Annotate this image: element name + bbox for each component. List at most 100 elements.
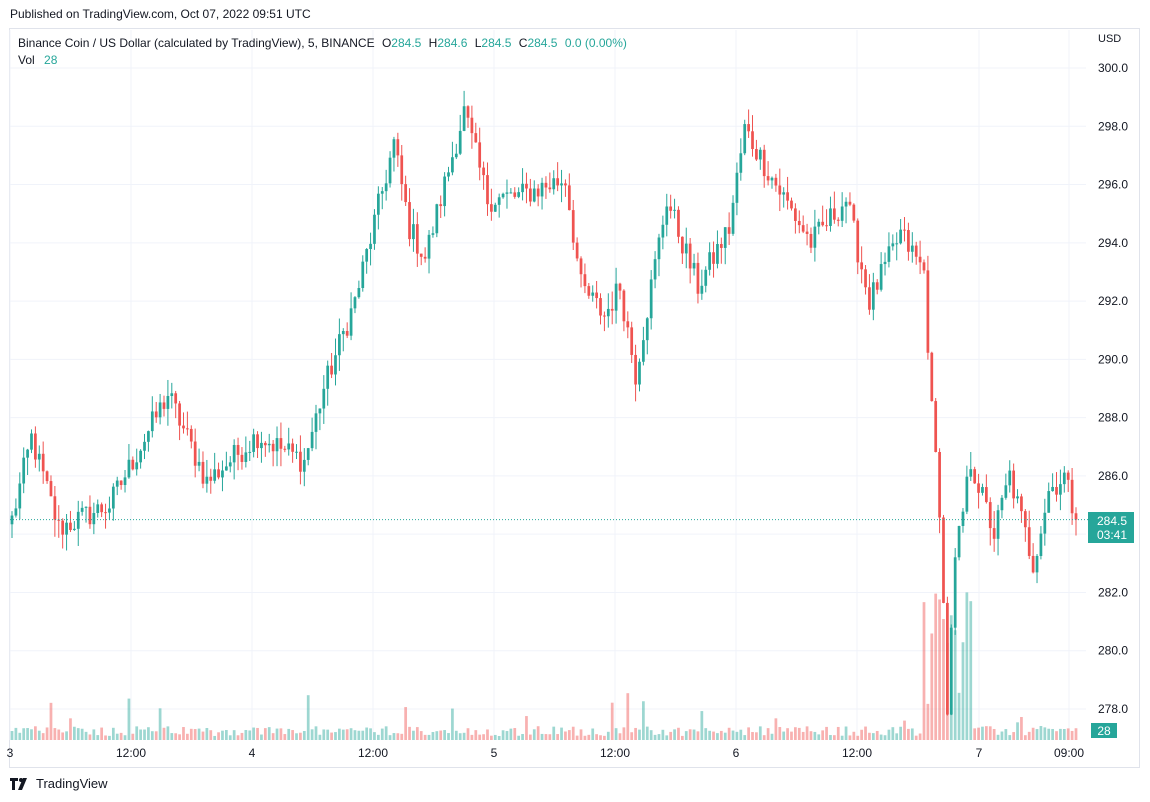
candle-body [108, 508, 111, 513]
footer-brand: TradingView [36, 776, 108, 791]
candle-body [80, 507, 84, 512]
volume-bar [100, 727, 104, 740]
volume-bar [154, 731, 158, 740]
candle-body [209, 476, 213, 481]
volume-bar [673, 729, 676, 740]
volume-bar [891, 727, 895, 740]
candle-body [345, 330, 349, 336]
volume-bar [821, 730, 825, 740]
volume-bar [556, 734, 560, 740]
volume-bar [287, 728, 291, 740]
candle-body [478, 142, 482, 168]
candle-body [57, 519, 61, 521]
volume-bar [435, 731, 439, 740]
volume-bar [665, 735, 669, 740]
currency-label[interactable]: USD [1098, 33, 1122, 45]
candle-body [170, 393, 174, 397]
candle-body [544, 182, 548, 188]
candle-body [860, 262, 864, 270]
volume-bar [696, 731, 700, 740]
candle-body [443, 176, 446, 207]
volume-bar [341, 729, 345, 740]
candle-body [583, 274, 587, 287]
candle-body [1043, 512, 1047, 534]
volume-bar [618, 733, 622, 740]
volume-bar [517, 735, 521, 740]
candle-body [630, 327, 634, 355]
candle-body [408, 202, 411, 240]
candle-body [782, 192, 786, 195]
candle-body [949, 627, 953, 715]
candle-body [415, 224, 419, 254]
volume-bar [201, 731, 205, 740]
volume-bar [37, 730, 41, 740]
volume-bar [677, 727, 680, 740]
candle-body [349, 308, 353, 336]
volume-bar [552, 726, 556, 740]
y-tick-label: 292.0 [1098, 294, 1128, 308]
candle-body [139, 450, 142, 463]
volume-bar [692, 729, 696, 740]
volume-bar [373, 732, 376, 740]
volume-bar [69, 718, 72, 740]
legend-symbol[interactable]: Binance Coin / US Dollar (calculated by … [18, 36, 375, 50]
volume-bar [30, 729, 33, 740]
candle-body [353, 297, 357, 309]
volume-bar [205, 728, 209, 740]
volume-bar [302, 731, 306, 740]
volume-bar [887, 729, 891, 740]
candle-body [642, 340, 645, 362]
volume-bar [115, 733, 119, 740]
volume-bar [778, 727, 782, 740]
candle-body [283, 448, 287, 450]
candle-body [532, 188, 536, 202]
volume-bar [981, 726, 984, 740]
price-tag-countdown: 03:41 [1097, 528, 1127, 542]
volume-bar [497, 735, 501, 740]
candle-body [318, 408, 322, 414]
volume-bar [739, 729, 743, 740]
candle-body [910, 245, 914, 252]
x-tick-label: 7 [976, 746, 983, 760]
candle-body [1008, 470, 1012, 486]
volume-bar [844, 726, 848, 740]
volume-bar [509, 728, 513, 740]
volume-bar [400, 733, 404, 740]
volume-bar [591, 728, 595, 740]
candle-body [361, 261, 365, 289]
volume-bar [256, 727, 259, 740]
volume-bar [478, 734, 482, 740]
volume-bar [790, 731, 793, 740]
candle-body [224, 466, 228, 471]
candle-body [669, 206, 673, 211]
volume-bar [326, 729, 330, 740]
candle-body [716, 244, 719, 264]
candle-body [856, 220, 860, 263]
volume-bar [88, 734, 92, 740]
candle-body [357, 288, 361, 298]
volume-bar [291, 730, 294, 740]
volume-bar [493, 734, 497, 740]
volume-bar [817, 734, 821, 740]
legend-vol-label[interactable]: Vol [18, 53, 35, 67]
volume-bar [1062, 729, 1066, 740]
volume-bar [232, 730, 236, 740]
tradingview-footer[interactable]: TradingView [10, 776, 108, 791]
volume-bar [26, 728, 29, 740]
candle-body [369, 243, 372, 250]
volume-bar [548, 734, 552, 740]
volume-bar [1035, 729, 1039, 740]
candle-body [774, 177, 778, 186]
y-tick-label: 278.0 [1098, 702, 1128, 716]
volume-bar [540, 733, 544, 740]
volume-bar [735, 731, 739, 740]
candle-body [493, 204, 497, 212]
volume-bar [147, 727, 150, 740]
candle-body [10, 515, 14, 525]
volume-bar [76, 728, 80, 740]
volume-bar [606, 731, 610, 740]
volume-bar [794, 727, 797, 740]
candle-body [217, 469, 220, 478]
volume-bar [388, 735, 392, 740]
